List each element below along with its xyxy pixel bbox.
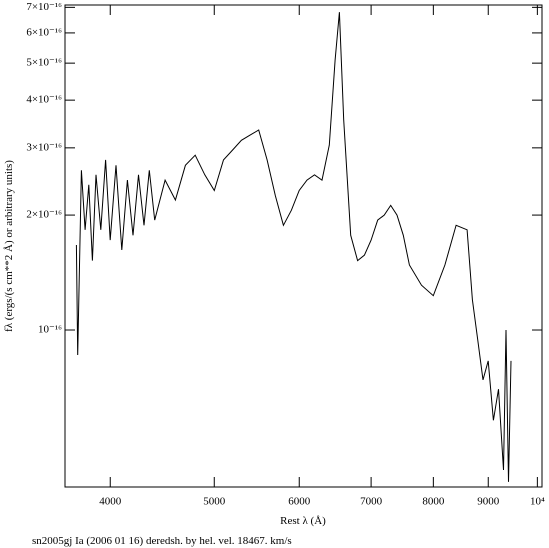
y-tick-label: 3×10⁻¹⁶ — [26, 141, 62, 153]
y-tick-label: 7×10⁻¹⁶ — [26, 1, 62, 13]
y-tick-label: 6×10⁻¹⁶ — [26, 26, 62, 38]
x-tick-label: 4000 — [99, 496, 122, 508]
caption: sn2005gj Ia (2006 01 16) deredsh. by hel… — [32, 535, 292, 547]
y-tick-label: 10⁻¹⁶ — [38, 324, 62, 336]
x-tick-label: 9000 — [477, 496, 500, 508]
x-tick-label: 10⁴ — [530, 496, 545, 508]
x-tick-label: 6000 — [288, 496, 311, 508]
plot-frame — [64, 4, 543, 488]
x-tick-label: 7000 — [360, 496, 383, 508]
y-tick-label: 2×10⁻¹⁶ — [26, 209, 62, 221]
y-tick-label: 5×10⁻¹⁶ — [26, 57, 62, 69]
x-tick-label: 5000 — [203, 496, 226, 508]
x-tick-label: 8000 — [422, 496, 445, 508]
y-tick-label: 4×10⁻¹⁶ — [26, 94, 62, 106]
y-axis-label: fλ (ergs/(s cm**2 Å) or arbitrary units) — [3, 160, 15, 332]
spectrum-line — [75, 12, 512, 482]
x-axis-label: Rest λ (Å) — [280, 515, 326, 527]
